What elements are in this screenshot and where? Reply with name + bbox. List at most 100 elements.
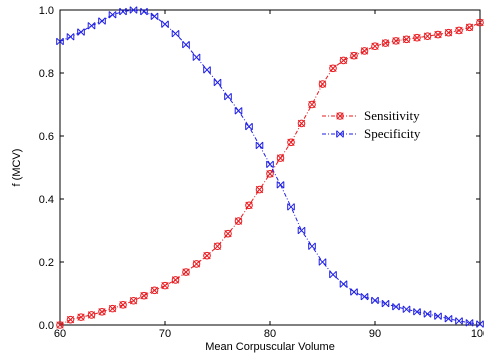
- data-point: [287, 138, 295, 147]
- data-point: [476, 18, 484, 27]
- data-point: [119, 7, 127, 16]
- data-point: [77, 313, 85, 321]
- data-point: [234, 107, 243, 115]
- data-point: [350, 288, 358, 296]
- data-point: [360, 47, 369, 55]
- data-point: [245, 122, 253, 131]
- x-tick-label: 100: [471, 328, 484, 340]
- data-point: [255, 141, 264, 150]
- data-point: [423, 32, 432, 40]
- data-point: [213, 242, 222, 251]
- data-point: [476, 320, 484, 328]
- data-point: [56, 37, 64, 46]
- legend-marker: [336, 130, 344, 138]
- y-tick-label: 1.0: [39, 5, 54, 17]
- data-point: [329, 64, 337, 73]
- data-point: [66, 33, 75, 41]
- data-point: [392, 37, 400, 45]
- legend: Sensitivity Specificity: [322, 108, 421, 141]
- data-point: [434, 30, 442, 39]
- y-tick-label: 0.6: [39, 131, 54, 143]
- data-point: [297, 226, 306, 235]
- data-point: [150, 12, 159, 20]
- data-point: [287, 203, 295, 211]
- data-point: [119, 301, 127, 309]
- data-point: [371, 296, 379, 305]
- data-point: [108, 11, 117, 19]
- x-tick-label: 70: [159, 328, 171, 340]
- data-point: [129, 296, 138, 305]
- series-specificity: [56, 6, 484, 328]
- data-point: [203, 251, 211, 260]
- data-point: [56, 321, 64, 329]
- x-tick-label: 90: [369, 328, 381, 340]
- data-point: [87, 22, 96, 30]
- data-point: [129, 6, 138, 14]
- data-point: [329, 270, 337, 279]
- data-point: [381, 39, 390, 47]
- data-point: [297, 119, 306, 128]
- y-axis-title: f (MCV): [11, 149, 23, 187]
- data-point: [171, 276, 180, 284]
- legend-item: Sensitivity: [322, 108, 420, 123]
- data-point: [245, 201, 253, 210]
- x-tick-label: 60: [54, 328, 66, 340]
- data-point: [182, 268, 190, 276]
- data-point: [98, 307, 106, 316]
- data-point: [161, 20, 169, 28]
- data-point: [402, 305, 411, 313]
- axis-ticks: 60 70 80 90 100 0.0 0.2 0.4 0.6 0.8 1.0: [39, 5, 484, 340]
- data-point: [224, 229, 232, 238]
- data-point: [339, 280, 348, 288]
- data-point: [360, 292, 369, 301]
- data-point: [77, 28, 85, 36]
- legend-marker: [336, 112, 344, 120]
- data-point: [318, 80, 327, 88]
- data-point: [371, 42, 379, 51]
- data-point: [402, 35, 411, 44]
- data-point: [87, 311, 96, 319]
- legend-label: Sensitivity: [364, 108, 420, 123]
- data-point: [213, 78, 222, 87]
- data-point: [455, 317, 463, 325]
- data-point: [98, 17, 106, 25]
- data-point: [266, 170, 274, 178]
- data-point: [434, 312, 442, 320]
- data-point: [108, 304, 117, 313]
- legend-label: Specificity: [364, 126, 421, 141]
- data-point: [161, 281, 169, 290]
- y-tick-label: 0.4: [39, 194, 54, 206]
- data-point: [308, 242, 316, 250]
- data-point: [308, 100, 316, 109]
- y-tick-label: 0.8: [39, 68, 54, 80]
- data-point: [465, 319, 474, 327]
- data-point: [66, 315, 75, 324]
- data-point: [266, 160, 274, 169]
- y-tick-label: 0.0: [39, 320, 54, 332]
- data-point: [276, 154, 285, 162]
- data-point: [318, 258, 327, 266]
- data-point: [381, 299, 390, 308]
- data-point: [339, 56, 348, 65]
- y-tick-label: 0.2: [39, 257, 54, 269]
- data-point: [150, 286, 159, 295]
- x-axis-title: Mean Corpuscular Volume: [205, 341, 335, 353]
- data-point: [455, 26, 463, 35]
- x-tick-label: 80: [264, 328, 276, 340]
- data-point: [465, 23, 474, 32]
- data-point: [444, 315, 453, 323]
- data-point: [276, 181, 285, 189]
- data-point: [413, 308, 421, 316]
- legend-item: Specificity: [322, 126, 421, 141]
- data-point: [423, 310, 432, 318]
- series-sensitivity: [56, 18, 484, 329]
- data-point: [192, 260, 201, 268]
- data-point: [413, 33, 421, 42]
- data-point: [171, 29, 180, 38]
- series-layer: [56, 6, 484, 329]
- data-point: [182, 40, 190, 49]
- data-point: [255, 185, 264, 194]
- data-point: [392, 303, 400, 311]
- data-point: [444, 28, 453, 37]
